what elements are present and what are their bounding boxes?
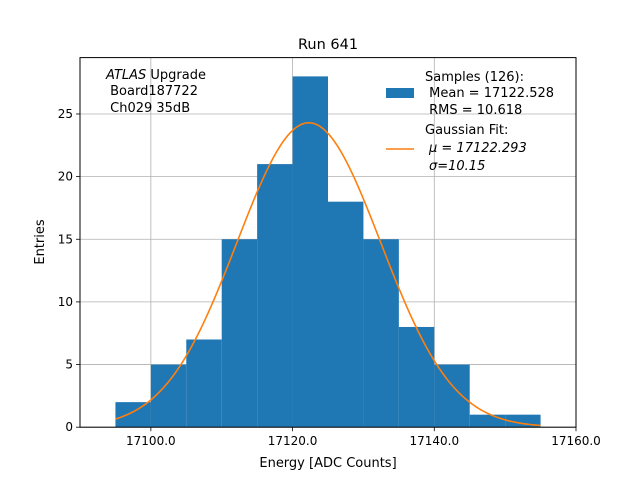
x-tick-label: 17140.0 bbox=[409, 434, 459, 448]
histogram-bar bbox=[398, 326, 435, 428]
legend-hist-line1: Samples (126): bbox=[425, 70, 524, 85]
histogram-bar bbox=[115, 402, 151, 428]
atlas-italic: ATLAS bbox=[105, 68, 146, 83]
histogram-bar bbox=[469, 414, 506, 428]
x-tick-label: 17100.0 bbox=[126, 434, 176, 448]
histogram-bar bbox=[257, 164, 293, 428]
legend-hist-swatch bbox=[386, 88, 414, 98]
x-axis-label: Energy [ADC Counts] bbox=[259, 456, 396, 471]
histogram-bar bbox=[186, 339, 222, 428]
histogram-bar bbox=[150, 364, 187, 428]
legend-hist-line2: Mean = 17122.528 bbox=[425, 86, 554, 101]
x-tick-label: 17160.0 bbox=[551, 434, 601, 448]
y-axis-label: Entries bbox=[33, 219, 48, 265]
chart-title: Run 641 bbox=[298, 37, 358, 53]
atlas-rest: Upgrade bbox=[146, 68, 206, 83]
histogram-bars bbox=[115, 76, 541, 428]
y-tick-label: 15 bbox=[58, 232, 73, 246]
histogram-bar bbox=[434, 364, 470, 428]
atlas-annotation-line2: Board187722 bbox=[106, 84, 198, 99]
legend-fit-mu: μ = 17122.293 bbox=[428, 141, 527, 156]
y-tick-label: 0 bbox=[65, 420, 73, 434]
x-axis-ticks: 17100.0 17120.0 17140.0 17160.0 bbox=[126, 427, 601, 448]
histogram-bar bbox=[221, 239, 258, 428]
y-tick-label: 25 bbox=[58, 107, 73, 121]
legend-fit-line1: Gaussian Fit: bbox=[425, 123, 508, 138]
histogram-bar bbox=[292, 76, 328, 428]
plot-frame bbox=[79, 57, 577, 428]
histogram-bar bbox=[363, 239, 399, 428]
legend: Samples (126): Mean = 17122.528 RMS = 10… bbox=[386, 70, 554, 174]
gaussian-fit-curve bbox=[115, 121, 541, 427]
legend-fit-sigma: σ=10.15 bbox=[429, 159, 485, 174]
y-axis-ticks: 0 5 10 15 20 25 bbox=[58, 107, 80, 434]
atlas-annotation-line3: Ch029 35dB bbox=[106, 101, 190, 116]
atlas-annotation-line1: ATLAS Upgrade bbox=[105, 68, 206, 83]
y-tick-label: 20 bbox=[58, 170, 73, 184]
y-tick-label: 5 bbox=[65, 358, 73, 372]
x-tick-label: 17120.0 bbox=[268, 434, 318, 448]
histogram-bar bbox=[328, 201, 364, 428]
legend-hist-line3: RMS = 10.618 bbox=[425, 103, 522, 118]
y-tick-label: 10 bbox=[58, 295, 73, 309]
